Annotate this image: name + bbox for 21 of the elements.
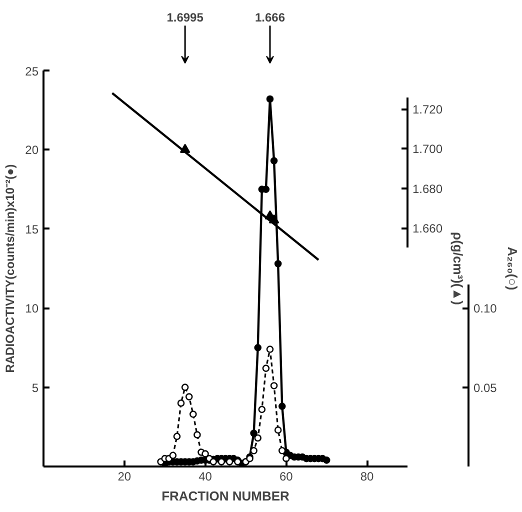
y-tick-label: 20 bbox=[25, 143, 39, 158]
y-tick-label: 5 bbox=[32, 380, 39, 395]
x-tick-label: 60 bbox=[279, 470, 294, 484]
x-tick-label: 20 bbox=[118, 470, 132, 484]
x-tick-label: 80 bbox=[360, 470, 374, 484]
y2-axis-title: ρ(g/cm³)(▲) bbox=[450, 232, 466, 305]
y3-tick-label: 0.05 bbox=[474, 380, 498, 395]
x-tick-label: 40 bbox=[198, 470, 212, 484]
text: 1.666 bbox=[254, 10, 286, 25]
x-axis-title: FRACTION NUMBER bbox=[162, 488, 290, 504]
y-axis-title: RADIOACTIVITY(counts/min)x10⁻²(●) bbox=[3, 164, 18, 373]
y3-tick-label: 0.10 bbox=[474, 302, 498, 316]
y3-axis-title: A₂₆₀(○) bbox=[504, 246, 520, 290]
y2-tick-label: 1.660 bbox=[412, 222, 443, 236]
y2-tick-label: 1.680 bbox=[412, 182, 443, 196]
y-tick-label: 10 bbox=[25, 302, 39, 316]
text: 1.6995 bbox=[166, 10, 204, 25]
y-tick-label: 15 bbox=[25, 222, 39, 236]
y2-tick-label: 1.720 bbox=[412, 102, 443, 117]
y2-tick-label: 1.700 bbox=[412, 142, 443, 156]
y-tick-label: 25 bbox=[25, 64, 39, 78]
